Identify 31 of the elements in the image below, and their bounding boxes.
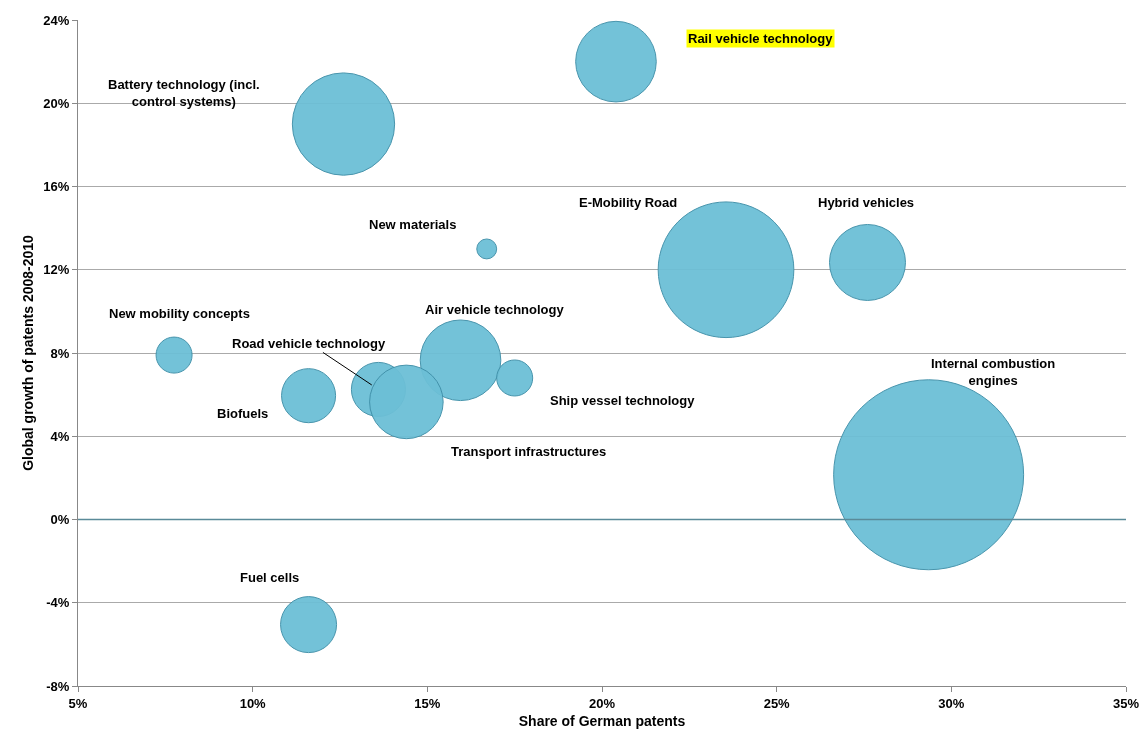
y-tick-label: 4% [50, 428, 70, 444]
annotation: Fuel cells [240, 570, 300, 585]
annotation: New materials [369, 217, 457, 232]
annotation: Hybrid vehicles [818, 195, 915, 210]
annotation: Internal combustion engines [931, 356, 1056, 388]
x-tick-label: 10% [239, 695, 267, 711]
y-tick-label: 0% [50, 512, 70, 528]
y-tick-label: -8% [46, 678, 70, 694]
annotation: Biofuels [217, 406, 269, 421]
y-tick-label: -4% [46, 595, 70, 611]
y-tick-label: 24% [43, 12, 70, 28]
annotation: Transport infrastructures [451, 444, 607, 459]
annotation: Battery technology (incl. control systems) [108, 77, 260, 109]
annotation: Air vehicle technology [425, 302, 565, 317]
y-tick-label: 12% [43, 262, 70, 278]
annotation: Road vehicle technology [232, 336, 386, 351]
y-axis-title: Global growth of patents 2008-2010 [19, 234, 36, 471]
x-axis-title: Share of German patents [518, 712, 686, 729]
y-tick-label: 8% [50, 345, 70, 361]
x-tick-label: 25% [763, 695, 791, 711]
annotation: E-Mobility Road [579, 195, 678, 210]
x-tick-label: 30% [938, 695, 965, 711]
y-tick-label: 20% [43, 95, 70, 111]
x-tick-label: 15% [414, 695, 441, 711]
x-tick-label: 20% [588, 695, 616, 711]
x-tick-label: 5% [68, 695, 88, 711]
x-tick-label: 35% [1112, 695, 1140, 711]
annotation: New mobility concepts [109, 306, 250, 321]
y-tick-label: 16% [43, 179, 70, 195]
annotation: Rail vehicle technology [688, 31, 834, 46]
annotation: Ship vessel technology [550, 393, 696, 408]
